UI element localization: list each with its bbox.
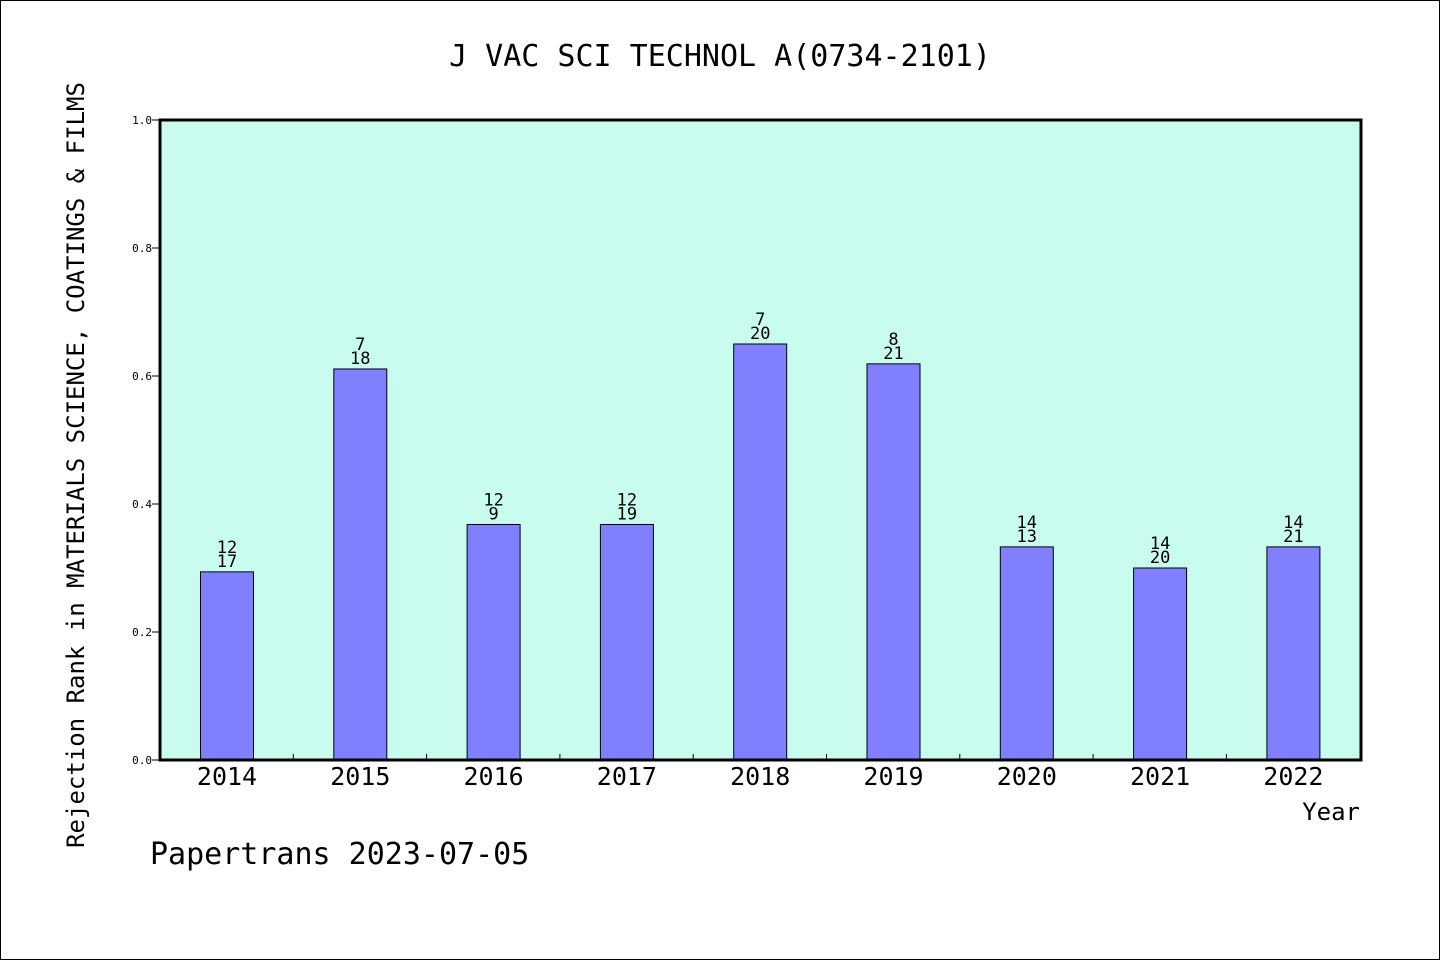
bar-2018: [733, 343, 788, 761]
bar-2017: [599, 523, 654, 761]
x-tick-label: 2018: [730, 762, 790, 791]
bar-2015: [333, 368, 388, 761]
x-tick-label: 2022: [1263, 762, 1323, 791]
bar-2019: [866, 363, 921, 761]
bar-label-top: 7: [755, 310, 765, 330]
bar-label-bottom: 9: [488, 504, 498, 524]
y-axis-label: Rejection Rank in MATERIALS SCIENCE, COA…: [62, 82, 90, 848]
y-tick-label: 0.2: [132, 626, 152, 639]
bar-label-top: 14: [1017, 513, 1037, 533]
bar-label-bottom: 21: [1283, 527, 1303, 547]
bars-group: [200, 343, 1321, 761]
x-tick-label: 2014: [197, 762, 257, 791]
bar-label-bottom: 13: [1017, 527, 1037, 547]
y-axis-ticks: 0.0 0.2 0.4 0.6 0.8 1.0: [132, 114, 160, 767]
x-tick-label: 2021: [1130, 762, 1190, 791]
bar-2022: [1266, 546, 1321, 761]
y-tick-label: 0.8: [132, 242, 152, 255]
x-axis-tick-labels: 2014 2015 2016 2017 2018 2019 2020 2021 2022: [197, 762, 1324, 791]
bar-label-bottom: 17: [217, 552, 237, 572]
bar-label-bottom: 18: [350, 349, 370, 369]
bar-label-bottom: 20: [750, 324, 770, 344]
bar-label-top: 12: [217, 538, 237, 558]
bar-2021: [1133, 567, 1188, 761]
x-tick-label: 2017: [597, 762, 657, 791]
bar-label-top: 14: [1150, 534, 1170, 554]
bar-2016: [466, 523, 521, 761]
x-tick-label: 2016: [463, 762, 523, 791]
footer-credit: Papertrans 2023-07-05: [150, 837, 529, 872]
bar-label-top: 7: [355, 335, 365, 355]
bar-label-bottom: 19: [617, 504, 637, 524]
chart-title: J VAC SCI TECHNOL A(0734-2101): [449, 39, 991, 74]
x-tick-label: 2019: [863, 762, 923, 791]
bar-label-top: 12: [617, 490, 637, 510]
x-axis-label: Year: [1302, 798, 1360, 826]
bar-label-bottom: 20: [1150, 548, 1170, 568]
y-tick-label: 1.0: [132, 114, 152, 127]
bar-label-top: 8: [888, 330, 898, 350]
bar-2020: [999, 546, 1054, 761]
plot-border: [158, 118, 1363, 762]
bar-2014: [200, 571, 254, 761]
bar-label-bottom: 21: [883, 344, 903, 364]
x-tick-label: 2015: [330, 762, 390, 791]
bar-label-top: 12: [483, 490, 503, 510]
y-tick-label: 0.6: [132, 370, 152, 383]
x-tick-label: 2020: [997, 762, 1057, 791]
y-tick-label: 0.0: [132, 754, 152, 767]
y-tick-label: 0.4: [132, 498, 152, 511]
bar-label-top: 14: [1283, 513, 1303, 533]
